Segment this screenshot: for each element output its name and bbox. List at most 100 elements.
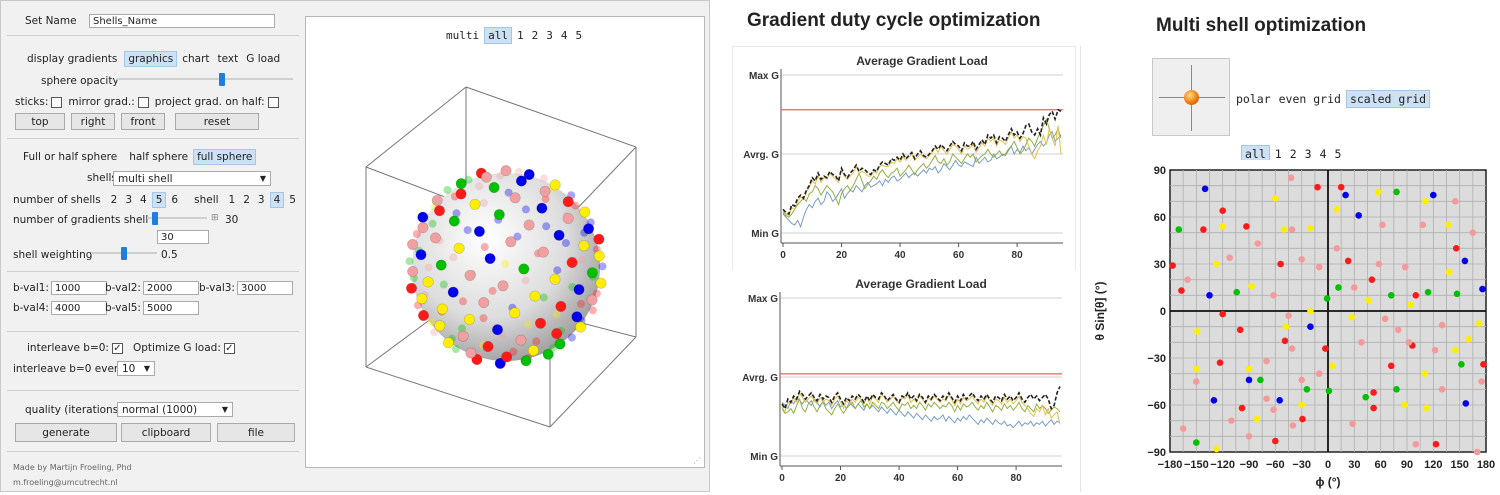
number-of-shells-option-3[interactable]: 5 (151, 192, 167, 208)
viewer-tab-6[interactable]: 5 (575, 29, 583, 42)
gradient-point (541, 195, 550, 204)
display-option-1[interactable]: chart (182, 53, 210, 65)
display-option-3[interactable]: G load (246, 53, 281, 65)
view-button-2[interactable]: front (121, 113, 165, 130)
viewer-tab-4[interactable]: 3 (546, 29, 553, 42)
view-button-1[interactable]: right (71, 113, 115, 130)
mirror-checkbox[interactable] (137, 96, 149, 108)
b-value-row: b-val4: 4000 (13, 301, 107, 315)
sphere-option-0[interactable]: half sphere (129, 151, 189, 163)
b-value-row: b-val3: 3000 (199, 281, 293, 295)
data-point (1401, 401, 1408, 409)
gradient-point (524, 320, 533, 329)
shell-tab-3[interactable]: 3 (1304, 147, 1312, 161)
shell-option-0[interactable]: 1 (228, 194, 236, 206)
grid-option-2[interactable]: scaled grid (1345, 90, 1431, 108)
number-of-shells-option-1[interactable]: 3 (125, 194, 133, 206)
set-name-input[interactable]: Shells_Name (89, 14, 275, 28)
load-series-line (781, 386, 1061, 411)
b-value-input[interactable]: 4000 (50, 301, 107, 315)
x-tick-label: −150 (1184, 459, 1209, 471)
display-option-2[interactable]: text (217, 53, 239, 65)
display-option-0[interactable]: graphics (124, 51, 178, 67)
gradient-point (571, 201, 580, 210)
shell-tab-2[interactable]: 2 (1289, 147, 1297, 161)
b-value-input[interactable]: 1000 (50, 281, 107, 295)
viewer-tab-2[interactable]: 1 (517, 29, 524, 42)
data-point (1228, 417, 1235, 425)
data-point (1213, 260, 1220, 268)
viewer-tab-1[interactable]: all (484, 27, 512, 44)
data-point (1307, 224, 1314, 232)
num-gradients-slider[interactable] (147, 212, 207, 225)
number-of-shells-option-2[interactable]: 4 (140, 194, 147, 206)
y-axis-label: θ Sin[θ] (°) (1093, 281, 1107, 340)
number-of-shells-option-4[interactable]: 6 (171, 194, 179, 206)
number-of-shells-option-0[interactable]: 2 (110, 194, 118, 206)
num-gradients-input[interactable]: 30 (157, 230, 209, 244)
sphere-opacity-slider[interactable] (117, 73, 293, 86)
b-value-input[interactable]: 5000 (142, 301, 199, 315)
shell-weighting-slider[interactable] (91, 247, 157, 260)
shell-tab-4[interactable]: 4 (1319, 147, 1327, 161)
resize-grip-icon[interactable]: ⋰ (693, 456, 701, 465)
grid-option-0[interactable]: polar (1236, 92, 1271, 106)
num-gradients-label: number of gradients shell 4 (13, 214, 159, 226)
x-tick-label: 0 (780, 250, 786, 261)
slider-thumb[interactable] (219, 73, 225, 86)
view-button-3[interactable]: reset (175, 113, 259, 130)
locator-pad[interactable] (1152, 58, 1230, 136)
sphere-option-1[interactable]: full sphere (193, 149, 257, 165)
slider-thumb[interactable] (121, 247, 127, 260)
quality-dropdown[interactable]: normal (1000) ▼ (117, 402, 233, 417)
gradient-3d-viewer[interactable]: multi all 1 2 3 4 5 ⋰ (305, 16, 705, 468)
gradient-point (407, 266, 419, 278)
optimize-checkbox[interactable]: ✓ (223, 342, 235, 354)
gradient-point (469, 198, 481, 210)
x-tick-label: −180 (1158, 459, 1183, 471)
shell-weighting-value: 0.5 (161, 249, 178, 261)
viewer-tab-5[interactable]: 4 (560, 29, 568, 42)
gradient-point (478, 297, 490, 309)
shell-option-1[interactable]: 2 (243, 194, 250, 206)
sticks-label: sticks: (15, 96, 49, 108)
view-button-0[interactable]: top (15, 113, 65, 130)
action-button-1[interactable]: clipboard (121, 423, 211, 442)
shell-option-4[interactable]: 5 (289, 194, 296, 206)
x-tick-label: 150 (1450, 459, 1468, 471)
data-point (1412, 440, 1420, 448)
locator-handle-icon[interactable] (1184, 90, 1199, 105)
b-value-input[interactable]: 2000 (142, 281, 199, 295)
data-point (1407, 301, 1414, 308)
gradient-point (430, 232, 442, 244)
shell-option-2[interactable]: 3 (257, 194, 265, 206)
sticks-checkbox[interactable] (51, 96, 63, 108)
gradient-point (463, 226, 472, 235)
slider-expand-icon[interactable]: ⊞ (211, 213, 219, 223)
display-toggle-group: graphics chart text G load (123, 51, 284, 67)
load-series-line (782, 108, 1062, 216)
action-button-2[interactable]: file (217, 423, 295, 442)
shell-tab-1[interactable]: 1 (1274, 147, 1282, 161)
shell-option-3[interactable]: 4 (269, 192, 285, 208)
project-checkbox[interactable] (267, 96, 279, 108)
data-point (1178, 287, 1185, 294)
grid-option-1[interactable]: even grid (1278, 92, 1341, 106)
gradient-point (575, 321, 587, 333)
interleave-checkbox[interactable]: ✓ (111, 342, 123, 354)
interleave-every-dropdown[interactable]: 10 ▼ (117, 361, 155, 376)
b-value-input[interactable]: 3000 (236, 281, 293, 295)
data-point (1289, 422, 1297, 429)
action-button-0[interactable]: generate (15, 423, 117, 442)
data-point (1419, 221, 1427, 229)
slider-thumb[interactable] (152, 212, 159, 225)
gradient-sphere-graphic[interactable] (306, 47, 704, 467)
shell-weighting-label: shell weighting (13, 249, 93, 261)
viewer-tab-0[interactable]: multi (446, 29, 480, 42)
shell-tab-5[interactable]: 5 (1334, 147, 1342, 161)
shells-dropdown[interactable]: multi shell ▼ (113, 171, 271, 186)
data-point (1452, 198, 1459, 205)
divider (7, 138, 299, 139)
viewer-tab-3[interactable]: 2 (531, 29, 539, 42)
shell-label: shell (194, 194, 219, 206)
